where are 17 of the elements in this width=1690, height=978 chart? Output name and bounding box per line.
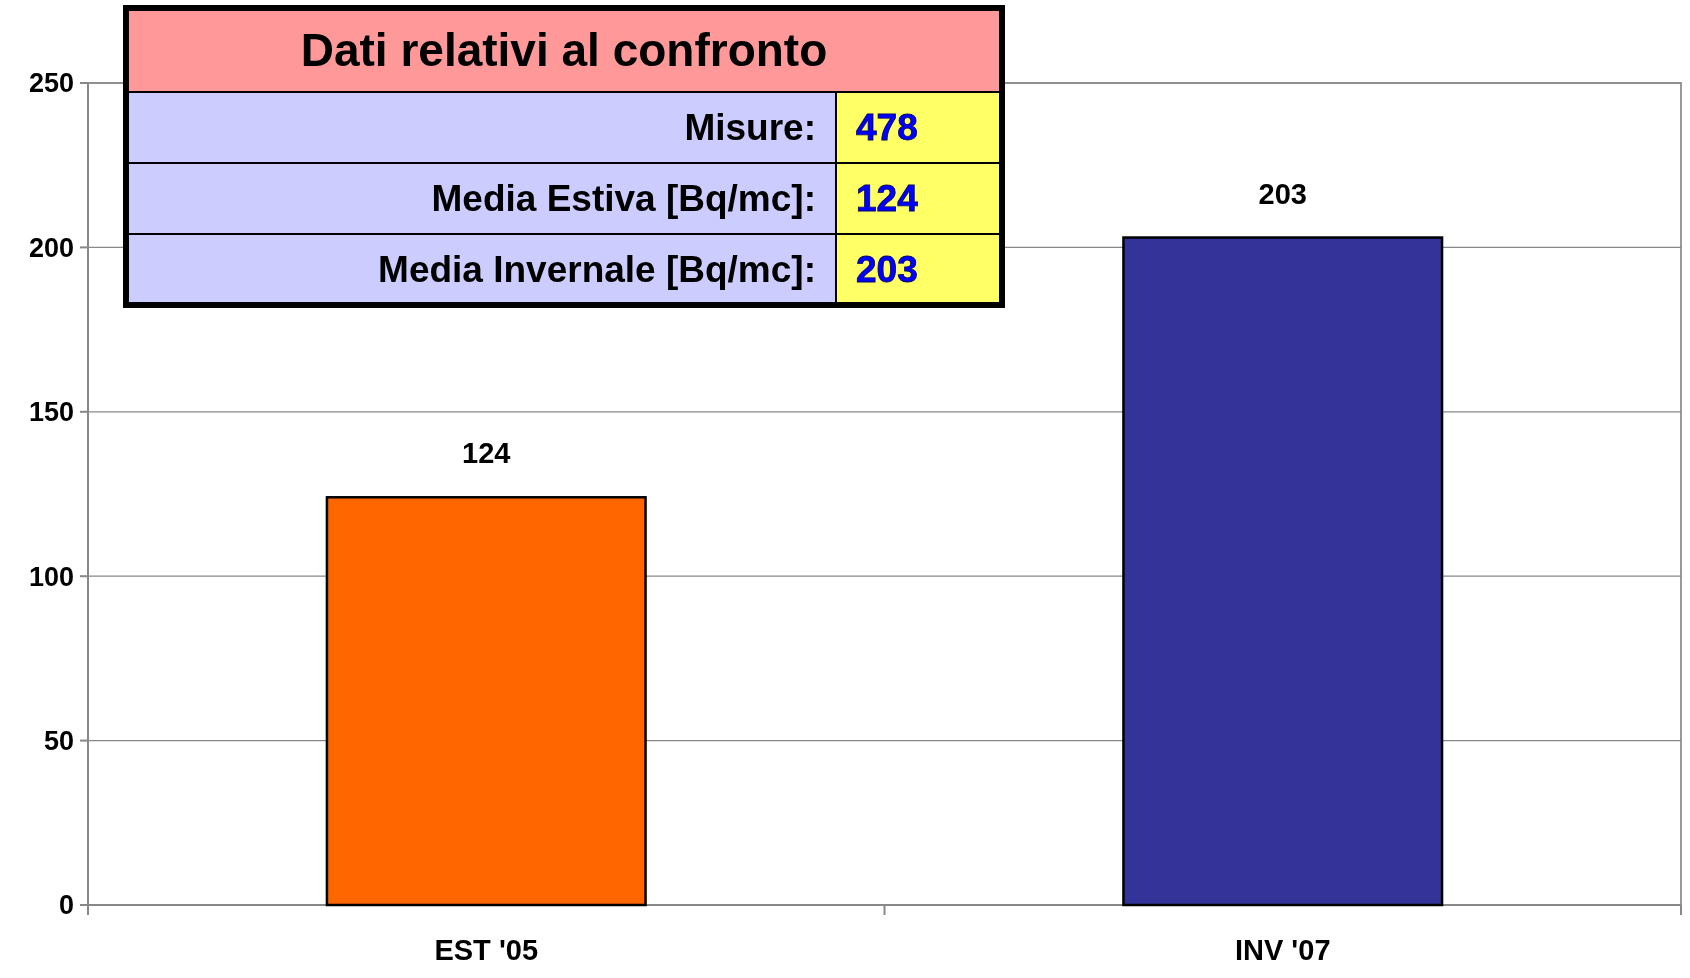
y-tick-label: 0 [58,890,74,921]
y-tick-label: 250 [28,68,74,99]
annotation: 478 [856,107,918,149]
annotation: Misure: [684,107,816,149]
annotation: Media Estiva [Bq/mc]: [431,178,816,220]
y-tick-label: 150 [28,397,74,428]
x-tick-label: INV '07 [1234,934,1331,966]
annotation: 124 [856,178,919,220]
data-label: 203 [1258,177,1307,210]
y-tick-label: 200 [28,232,74,263]
data-label: 124 [462,437,511,470]
annotation: Media Invernale [Bq/mc]: [378,249,816,291]
y-tick-label: 100 [28,561,74,592]
annotation: 203 [856,249,918,291]
y-tick-label: 50 [43,726,74,757]
x-tick-label: EST '05 [434,934,539,966]
text: Dati relativi al confronto [300,24,828,77]
